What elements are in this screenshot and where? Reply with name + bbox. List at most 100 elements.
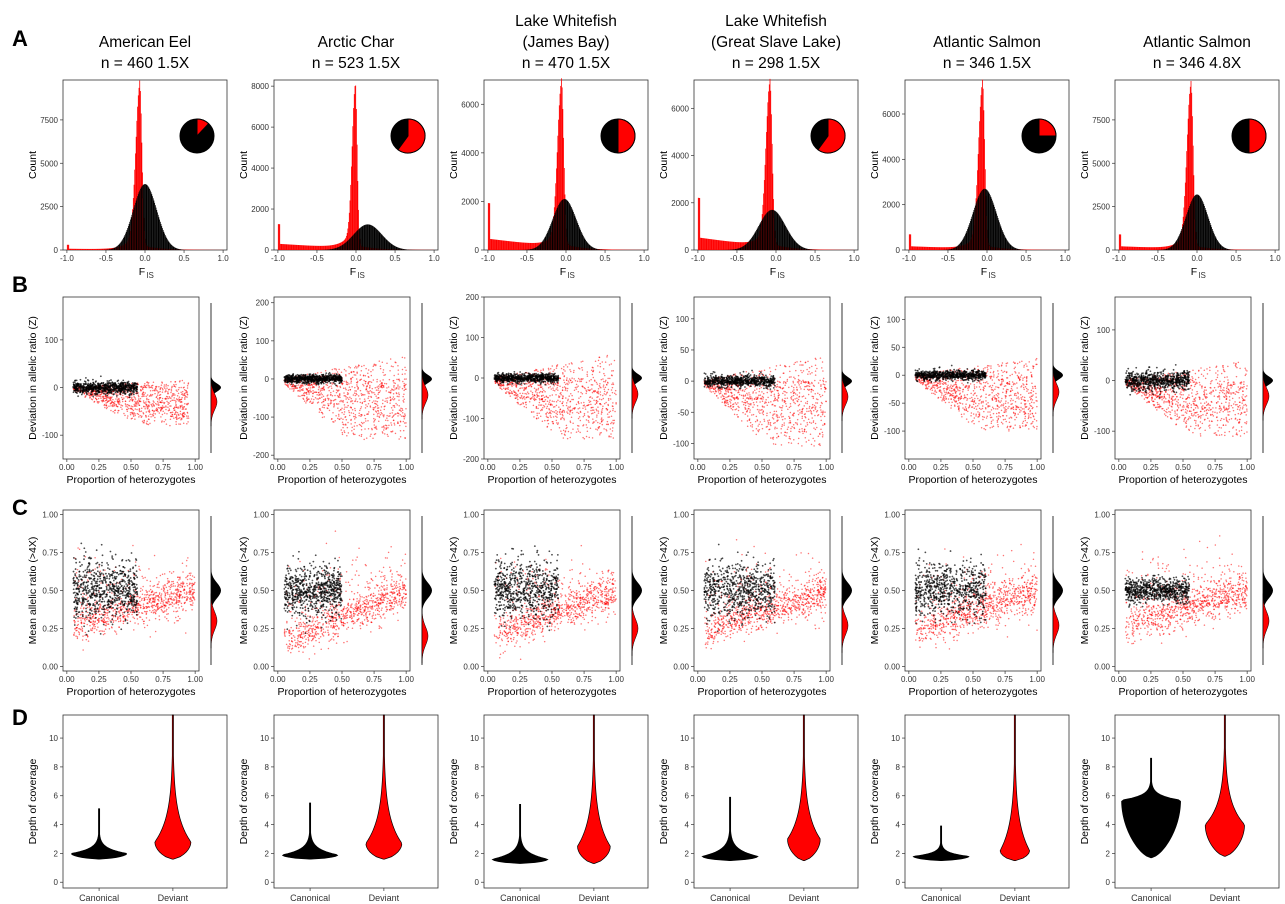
proportion-pie-deviant (817, 118, 846, 154)
deviant-point (343, 431, 346, 434)
proportion-pie-deviant (1248, 118, 1267, 154)
canonical-bar (110, 249, 112, 250)
canonical-bar (769, 210, 771, 250)
x-tick-label: 1.0 (639, 254, 651, 263)
deviant-point (390, 389, 392, 392)
deviant-point (139, 410, 141, 413)
canonical-point (103, 392, 105, 395)
y-tick-label: 2000 (461, 197, 479, 206)
canonical-bar (570, 207, 572, 250)
canonical-bar (363, 225, 365, 250)
deviant-point (375, 389, 378, 391)
deviant-point (354, 386, 356, 389)
deviant-point (147, 406, 149, 408)
canonical-bar (360, 227, 362, 250)
canonical-bar (345, 242, 347, 250)
canonical-bar (783, 222, 784, 250)
canonical-bar (796, 243, 798, 250)
deviant-bar (725, 241, 727, 250)
canonical-bar (968, 225, 970, 250)
deviant-point (375, 395, 377, 397)
canonical-point (131, 381, 134, 384)
deviant-bar (309, 245, 311, 250)
deviant-point (369, 386, 371, 388)
deviant-point (376, 404, 379, 407)
deviant-point (159, 388, 161, 390)
deviant-point (360, 406, 363, 408)
deviant-bar (536, 242, 538, 250)
deviant-bar (494, 239, 496, 250)
x-tick-label: 1.0 (849, 254, 861, 263)
deviant-point (131, 400, 134, 402)
canonical-bar (368, 224, 370, 250)
deviant-bar (815, 249, 817, 250)
canonical-point (116, 385, 118, 388)
canonical-bar (593, 247, 595, 250)
canonical-point (128, 394, 131, 396)
deviant-point (355, 378, 358, 380)
deviant-point (299, 388, 301, 390)
deviant-point (316, 394, 318, 396)
deviant-point (311, 402, 314, 405)
deviant-bar (505, 240, 507, 250)
deviant-point (346, 406, 348, 408)
deviant-point (146, 420, 148, 422)
deviant-point (135, 402, 138, 404)
deviant-bar (722, 240, 723, 250)
deviant-bar (712, 239, 714, 250)
canonical-bar (167, 240, 169, 250)
deviant-point (394, 413, 396, 416)
column-title-3-line-1: Lake Whitefish (515, 13, 617, 30)
deviant-point (329, 399, 332, 401)
canonical-bar (1229, 249, 1231, 250)
column-title-4-line-1: Lake Whitefish (725, 13, 827, 30)
deviant-point (350, 406, 352, 409)
deviant-point (170, 381, 172, 383)
deviant-bar (522, 242, 524, 250)
canonical-bar (163, 231, 165, 250)
canonical-bar (776, 212, 778, 250)
canonical-bar (376, 229, 378, 250)
canonical-bar (149, 190, 151, 250)
deviant-point (158, 394, 161, 397)
deviant-point (186, 396, 188, 398)
deviant-point (393, 386, 395, 388)
deviant-point (375, 425, 377, 428)
canonical-bar (388, 241, 390, 250)
deviant-point (376, 386, 378, 388)
deviant-point (375, 400, 377, 402)
canonical-bar (780, 217, 782, 250)
deviant-bar (66, 244, 68, 250)
canonical-bar (1219, 244, 1221, 250)
deviant-bar (318, 245, 320, 250)
deviant-bar (350, 184, 352, 250)
deviant-point (397, 384, 399, 386)
deviant-point (176, 395, 179, 397)
deviant-point (370, 381, 373, 383)
deviant-point (360, 369, 363, 372)
deviant-bar (94, 248, 96, 250)
deviant-point (348, 383, 350, 385)
y-tick-label: 0 (54, 246, 59, 255)
deviant-bar (732, 241, 734, 250)
deviant-bar (556, 152, 558, 250)
canonical-bar (1206, 214, 1208, 250)
x-tick-label: 0.75 (366, 463, 382, 472)
canonical-bar (123, 236, 125, 250)
canonical-bar (741, 246, 743, 250)
deviant-bar (1160, 246, 1161, 250)
deviant-point (377, 409, 379, 412)
canonical-point (75, 379, 78, 382)
canonical-bar (1172, 245, 1173, 250)
canonical-bar (951, 248, 953, 250)
canonical-bar (1185, 216, 1187, 250)
deviant-point (379, 409, 382, 412)
deviant-bar (348, 212, 350, 250)
deviant-point (158, 385, 160, 388)
deviant-bar (100, 248, 102, 250)
deviant-point (400, 415, 403, 417)
deviant-point (163, 412, 166, 414)
deviant-point (381, 426, 383, 428)
deviant-bar (327, 245, 329, 250)
deviant-bar (714, 239, 716, 250)
